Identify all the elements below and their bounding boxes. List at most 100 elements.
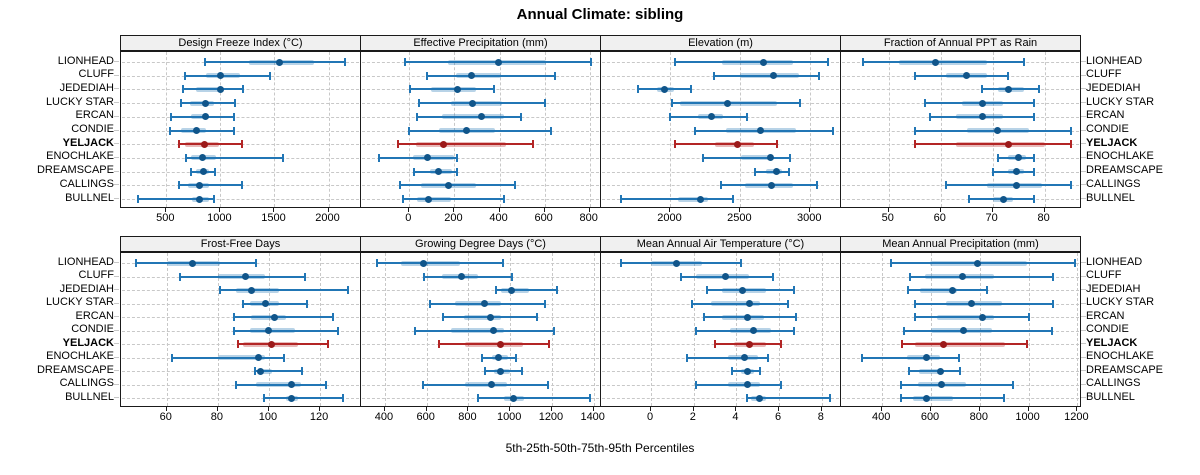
whisker-cap	[178, 272, 181, 281]
gridline-horizontal	[122, 398, 359, 399]
median-dot	[195, 195, 203, 203]
axis-tick	[669, 208, 671, 212]
site-label-left-jedediah: JEDEDIAH	[59, 282, 114, 295]
gridline-horizontal	[842, 171, 1079, 173]
whisker-cap	[714, 340, 717, 348]
axis-tick	[216, 407, 218, 411]
row-edge-tick	[114, 370, 119, 371]
axis-tick	[509, 407, 511, 411]
axis-tick-label: 3000	[797, 212, 822, 224]
whisker-line	[254, 370, 303, 372]
gridline-vertical	[1077, 253, 1079, 406]
gridline-horizontal	[842, 89, 1079, 91]
gridline-vertical	[888, 52, 890, 207]
gridline-vertical	[651, 253, 653, 406]
axis-tick-label: 2	[689, 411, 696, 423]
axis-tick-label: 200	[444, 212, 463, 224]
median-dot	[495, 354, 503, 361]
axis-tick	[273, 208, 275, 212]
axis-tick	[692, 407, 694, 411]
row-edge-tick	[114, 184, 119, 186]
row-edge-tick	[114, 289, 119, 290]
whisker-cap	[214, 167, 216, 176]
median-dot	[1012, 181, 1020, 189]
whisker-cap	[347, 286, 350, 294]
whisker-cap	[1033, 112, 1036, 121]
axis-tick	[978, 407, 980, 411]
median-dot	[486, 313, 494, 321]
whisker-cap	[694, 326, 697, 335]
whisker-cap	[409, 85, 412, 94]
axis-tick	[739, 208, 741, 212]
panel-fraction-of-annual-ppt-as-rain	[840, 51, 1081, 208]
panel-strip-growing-degree-days-c: Growing Degree Days (°C)	[360, 236, 601, 252]
whisker-cap	[908, 367, 911, 375]
whisker-cap	[543, 299, 546, 308]
median-dot	[242, 273, 250, 280]
whisker-cap	[767, 353, 770, 362]
site-label-left-lucky-star: LUCKY STAR	[45, 95, 114, 108]
axis-tick-label: 600	[534, 212, 553, 224]
whisker-cap	[913, 71, 916, 80]
row-edge-tick	[114, 61, 119, 62]
whisker-cap	[1026, 340, 1029, 348]
site-label-right-cluff: CLUFF	[1086, 269, 1122, 281]
whisker-cap	[412, 167, 415, 176]
median-dot	[467, 72, 475, 80]
panel-strip-fraction-of-annual-ppt-as-rain: Fraction of Annual PPT as Rain	[840, 35, 1081, 51]
row-edge-tick	[114, 102, 119, 104]
whisker-cap	[1050, 326, 1053, 335]
site-label-left-condie: CONDIE	[71, 323, 114, 335]
whisker-cap	[1007, 71, 1010, 80]
row-edge-tick	[1081, 143, 1086, 145]
whisker-cap	[1073, 259, 1076, 267]
whisker-cap	[268, 71, 271, 80]
x-axis-caption: 5th-25th-50th-75th-95th Percentiles	[505, 441, 695, 455]
whisker-line	[900, 397, 1005, 399]
row-edge-tick	[1081, 302, 1086, 304]
axis-tick	[543, 208, 545, 212]
axis-tick	[650, 407, 652, 411]
axis-tick-label: 400	[374, 411, 394, 423]
whisker-cap	[771, 272, 774, 281]
whisker-line	[671, 102, 801, 105]
gridline-vertical	[693, 253, 695, 406]
whisker-cap	[414, 326, 417, 335]
median-dot	[192, 127, 200, 134]
whisker-cap	[703, 313, 706, 321]
whisker-line	[422, 383, 548, 386]
whisker-cap	[679, 272, 682, 281]
median-dot	[772, 168, 780, 176]
axis-tick-label: 70	[985, 212, 998, 224]
whisker-cap	[731, 195, 734, 203]
whisker-line	[184, 74, 270, 77]
whisker-line	[243, 302, 308, 305]
whisker-cap	[233, 126, 236, 135]
panel-strip-mean-annual-precipitation-mm: Mean Annual Precipitation (mm)	[840, 236, 1081, 252]
row-edge-tick	[1081, 397, 1086, 398]
whisker-line	[186, 156, 284, 159]
row-edge-tick	[1081, 383, 1086, 385]
gridline-horizontal	[842, 157, 1079, 159]
row-edge-tick	[1081, 170, 1086, 172]
gridline-vertical	[589, 52, 591, 207]
whisker-cap	[242, 299, 245, 308]
axis-tick	[327, 208, 329, 212]
whisker-cap	[492, 85, 495, 94]
whisker-cap	[1069, 126, 1072, 135]
whisker-line	[400, 184, 516, 187]
whisker-cap	[981, 85, 984, 94]
whisker-cap	[909, 272, 912, 281]
whisker-cap	[913, 140, 916, 149]
whisker-line	[169, 129, 235, 132]
median-dot	[268, 340, 276, 348]
whisker-cap	[668, 112, 671, 121]
whisker-cap	[556, 286, 559, 294]
axis-tick-label: 100	[258, 411, 278, 423]
site-label-right-dreamscape: DREAMSCAPE	[1086, 164, 1164, 177]
gridline-vertical	[821, 253, 823, 406]
axis-tick	[498, 208, 500, 212]
median-dot	[1015, 154, 1023, 162]
gridline-horizontal	[122, 199, 359, 200]
